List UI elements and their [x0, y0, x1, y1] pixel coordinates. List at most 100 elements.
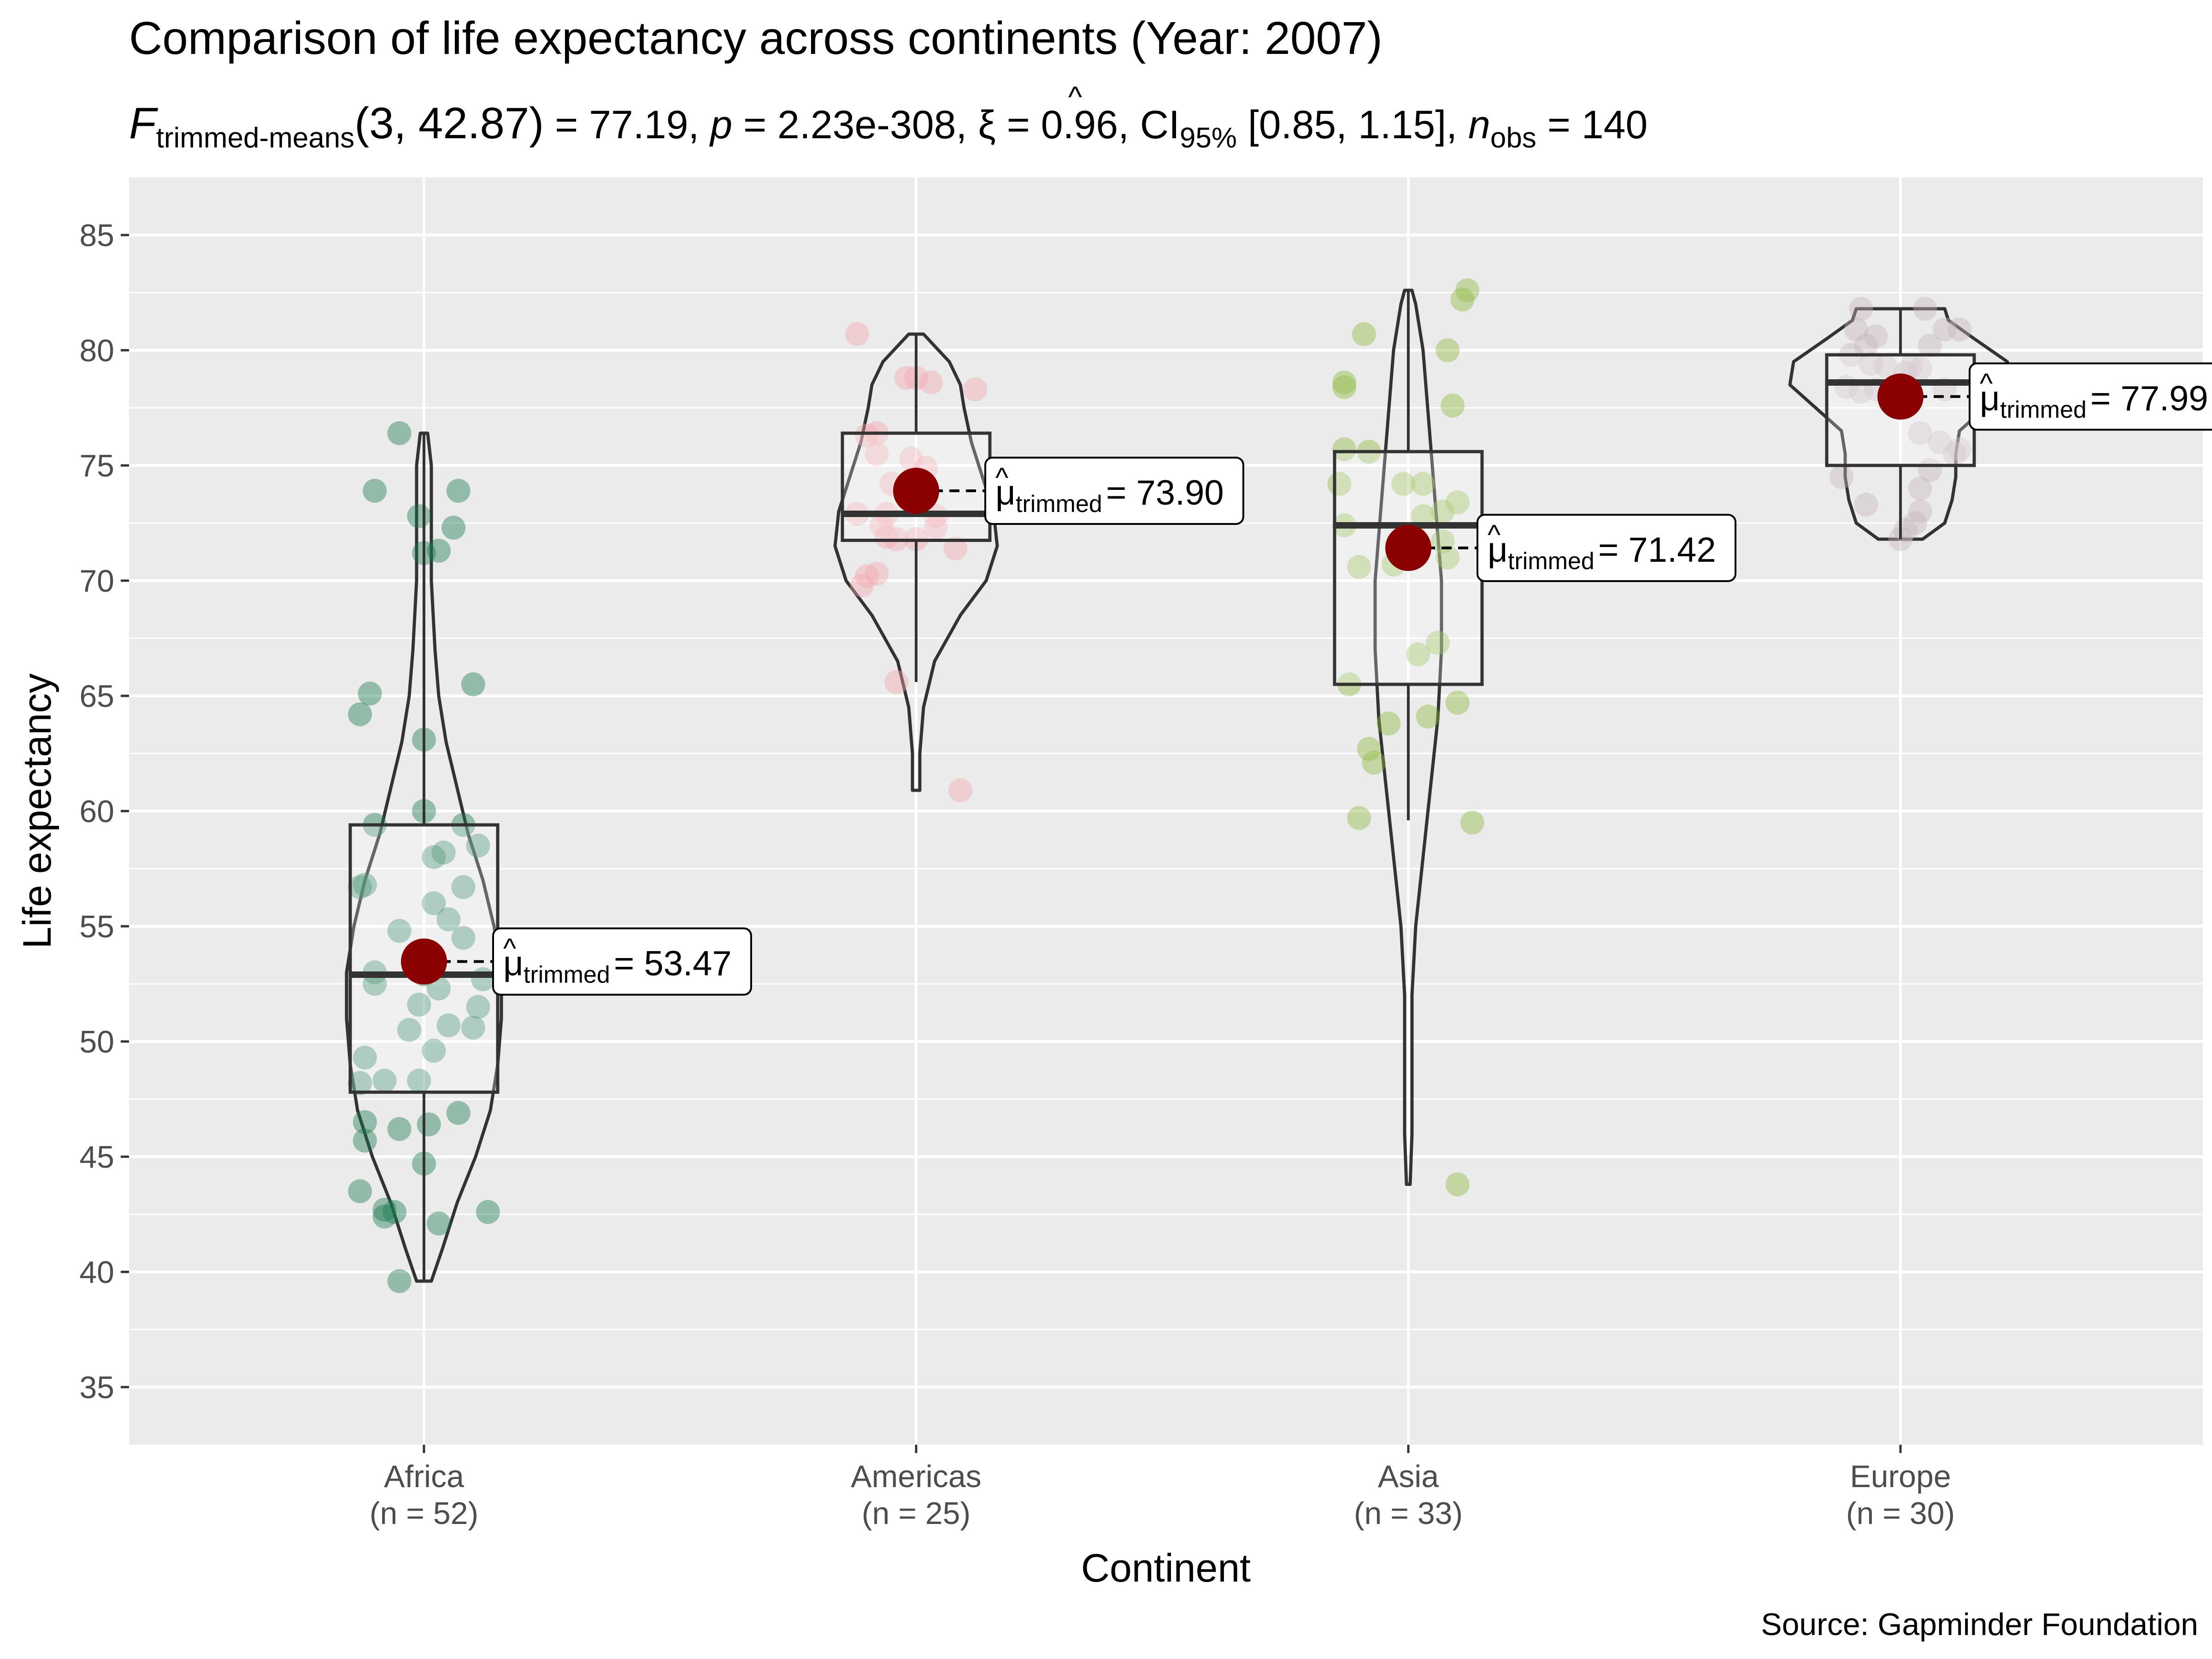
- data-point: [1928, 430, 1952, 454]
- data-point: [1347, 555, 1371, 579]
- data-points: [348, 278, 1972, 1293]
- mean-label-box: [1969, 362, 2212, 431]
- data-point: [353, 1110, 377, 1134]
- data-point: [1450, 288, 1475, 312]
- data-point: [476, 1200, 500, 1224]
- data-point: [870, 513, 894, 537]
- chart-subtitle: Ftrimmed-means(3, 42.87) = 77.19, p = 2.…: [129, 99, 1647, 154]
- data-point: [1435, 546, 1460, 570]
- data-point: [363, 479, 387, 503]
- subtitle-p-symbol: p: [709, 103, 732, 147]
- x-tick-count-label: (n = 33): [1354, 1496, 1463, 1531]
- mean-label-mu: μ: [1488, 530, 1508, 570]
- data-point: [865, 562, 889, 586]
- data-point: [1441, 394, 1465, 418]
- data-point: [422, 891, 446, 915]
- mean-label-subscript: trimmed: [1508, 548, 1594, 575]
- data-point: [348, 875, 372, 899]
- data-point: [1445, 1172, 1470, 1196]
- data-point: [1377, 712, 1401, 735]
- data-point: [358, 682, 382, 706]
- data-point: [461, 672, 485, 696]
- subtitle-p-value: = 2.23e-308,: [732, 103, 978, 147]
- data-point: [855, 564, 879, 588]
- trimmed-means: ^μ trimmed = 53.47^μ trimmed = 73.90^μ trimme…: [401, 362, 2212, 996]
- mu-hat-accent: ^: [1980, 368, 1993, 399]
- data-point: [1947, 437, 1972, 461]
- data-point: [845, 322, 869, 346]
- mean-label-value: = 73.90: [1106, 473, 1224, 512]
- data-point: [1859, 352, 1883, 376]
- subtitle-df: (3, 42.87): [354, 99, 544, 148]
- data-point: [1908, 357, 1932, 381]
- data-point: [1347, 806, 1371, 830]
- x-axis: Africa(n = 52)Americas(n = 25)Asia(n = 3…: [370, 1445, 1955, 1531]
- data-point: [451, 926, 476, 950]
- y-tick-label: 85: [79, 218, 114, 253]
- data-point: [1357, 737, 1381, 761]
- mean-label-subscript: trimmed: [524, 962, 610, 988]
- y-tick-label: 70: [79, 564, 114, 599]
- mean-label-value: = 71.42: [1598, 530, 1716, 570]
- data-point: [446, 479, 471, 503]
- data-point: [919, 371, 943, 394]
- y-tick-label: 45: [79, 1140, 114, 1175]
- subtitle-xi-symbol: ξ: [978, 103, 996, 147]
- subtitle-ci-value: [0.85, 1.15],: [1237, 103, 1468, 147]
- y-tick-label: 75: [79, 448, 114, 483]
- y-tick-label: 65: [79, 679, 114, 714]
- data-point: [943, 536, 968, 560]
- data-point: [1913, 297, 1937, 321]
- subtitle-ci-subscript: 95%: [1180, 122, 1237, 154]
- mean-label-box: [492, 927, 752, 996]
- data-point: [1933, 318, 1957, 341]
- y-axis: 35 40 45 50 55 60 65 70 75 80 85: [79, 218, 129, 1405]
- data-point: [1332, 375, 1357, 399]
- caption: Source: Gapminder Foundation: [1761, 1607, 2198, 1642]
- data-point: [1435, 338, 1460, 362]
- data-point: [1854, 493, 1878, 517]
- mu-hat-accent: ^: [995, 462, 1008, 493]
- data-point: [348, 1071, 372, 1095]
- subtitle-f-value: = 77.19,: [544, 103, 710, 147]
- data-point: [372, 1069, 397, 1093]
- y-tick-label: 80: [79, 333, 114, 368]
- mean-label-value: = 77.99: [2090, 379, 2208, 418]
- data-point: [850, 573, 874, 597]
- trimmed-mean-point: [1385, 525, 1431, 571]
- data-point: [948, 778, 973, 802]
- x-tick-count-label: (n = 30): [1846, 1496, 1955, 1531]
- data-point: [417, 1112, 441, 1136]
- mean-label-box: [1477, 514, 1736, 582]
- x-tick-count-label: (n = 25): [862, 1496, 971, 1531]
- data-point: [387, 421, 412, 445]
- data-point: [894, 366, 918, 390]
- data-point: [407, 1069, 431, 1093]
- data-point: [422, 845, 446, 869]
- data-point: [1445, 490, 1470, 514]
- boxplots: [348, 290, 1976, 1281]
- trimmed-mean-point: [893, 468, 939, 514]
- data-point: [387, 1117, 412, 1141]
- y-tick-label: 55: [79, 909, 114, 944]
- data-point: [1416, 705, 1440, 729]
- data-point: [353, 873, 377, 897]
- data-point: [1903, 511, 1928, 535]
- x-tick-label: Africa: [384, 1459, 464, 1494]
- data-point: [1332, 371, 1357, 394]
- data-point: [963, 377, 988, 401]
- data-point: [874, 525, 899, 549]
- data-point: [446, 1101, 471, 1125]
- mean-label-mu: μ: [995, 473, 1016, 512]
- data-point: [466, 995, 490, 1019]
- x-tick-count-label: (n = 52): [370, 1496, 478, 1531]
- data-point: [1844, 318, 1868, 341]
- mu-hat-accent: ^: [1488, 519, 1500, 550]
- data-point: [1362, 751, 1386, 775]
- data-point: [427, 539, 451, 563]
- data-point: [1942, 442, 1967, 466]
- violin-asia: [1373, 288, 1443, 1186]
- mean-label-mu: μ: [1980, 379, 2000, 418]
- data-point: [372, 1198, 397, 1222]
